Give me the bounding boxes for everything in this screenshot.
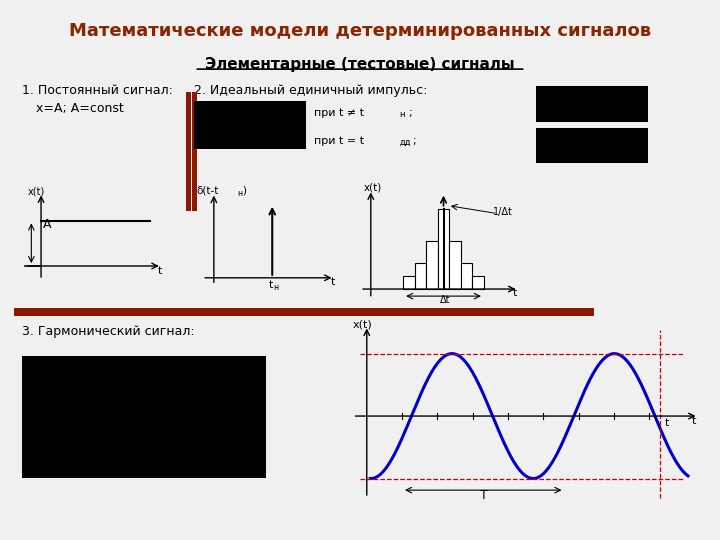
Text: t: t bbox=[513, 288, 518, 298]
Text: ;: ; bbox=[408, 108, 412, 118]
Text: н: н bbox=[237, 188, 243, 198]
Text: t: t bbox=[158, 266, 162, 276]
Text: A: A bbox=[43, 218, 52, 231]
Text: н: н bbox=[400, 110, 405, 119]
Bar bbox=[403, 276, 415, 289]
Text: t: t bbox=[665, 417, 669, 428]
Bar bbox=[536, 86, 648, 122]
Text: 2. Идеальный единичный импульс:: 2. Идеальный единичный импульс: bbox=[194, 84, 428, 97]
Bar bbox=[461, 264, 472, 289]
Text: при t = t: при t = t bbox=[314, 136, 364, 146]
Text: Элементарные (тестовые) сигналы: Элементарные (тестовые) сигналы bbox=[205, 57, 515, 72]
Text: ;: ; bbox=[412, 136, 415, 146]
Text: T: T bbox=[480, 489, 487, 502]
Bar bbox=[536, 128, 648, 163]
Bar bbox=[14, 308, 594, 316]
Text: 1. Постоянный сигнал:: 1. Постоянный сигнал: bbox=[22, 84, 173, 97]
Bar bbox=[449, 241, 461, 289]
Bar bbox=[472, 276, 484, 289]
Bar bbox=[438, 209, 449, 289]
Text: н: н bbox=[274, 282, 279, 292]
Text: при t ≠ t: при t ≠ t bbox=[314, 108, 364, 118]
Text: Δt: Δt bbox=[440, 294, 451, 305]
Text: x=A; A=const: x=A; A=const bbox=[36, 102, 124, 114]
Bar bbox=[186, 92, 191, 211]
Text: ): ) bbox=[242, 185, 246, 195]
Text: дд: дд bbox=[400, 138, 411, 147]
Text: t: t bbox=[691, 416, 696, 426]
Bar bbox=[22, 356, 266, 478]
Text: 1/Δt: 1/Δt bbox=[493, 207, 513, 217]
Text: t: t bbox=[269, 280, 273, 290]
Text: Математические модели детерминированных сигналов: Математические модели детерминированных … bbox=[69, 22, 651, 39]
Bar bbox=[194, 101, 306, 148]
Text: δ(t-t: δ(t-t bbox=[197, 185, 219, 195]
Bar bbox=[192, 92, 197, 211]
Bar bbox=[415, 264, 426, 289]
Text: x(t): x(t) bbox=[353, 320, 372, 330]
Text: x(t): x(t) bbox=[364, 182, 382, 192]
Text: 3. Гармонический сигнал:: 3. Гармонический сигнал: bbox=[22, 325, 194, 338]
Text: x(t): x(t) bbox=[27, 186, 45, 196]
Bar bbox=[426, 241, 438, 289]
Text: t: t bbox=[330, 277, 335, 287]
